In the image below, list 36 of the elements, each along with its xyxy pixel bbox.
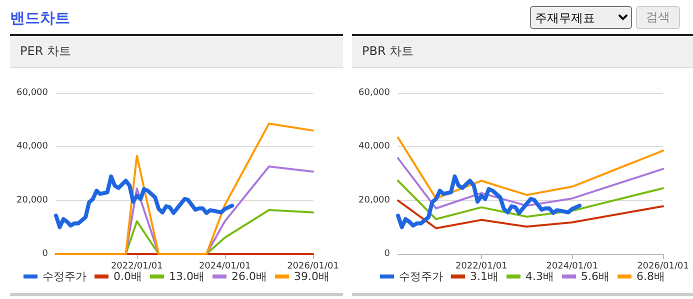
y-tick-label: 0: [384, 249, 390, 259]
y-tick-label: 20,000: [358, 195, 390, 206]
y-tick-label: 60,000: [358, 88, 390, 98]
x-tick-label: 2026/01/01: [637, 262, 689, 272]
y-tick-label: 0: [42, 249, 48, 259]
x-tick-label: 2024/01/01: [546, 262, 598, 272]
text: 검색: [636, 6, 680, 29]
line-series: [397, 157, 664, 210]
legend-label: 3.1배: [470, 270, 499, 283]
text: 주재무제표: [530, 6, 632, 29]
y-tick-label: 40,000: [358, 142, 390, 152]
line-series: [397, 136, 664, 200]
x-tick-label: 2026/01/01: [287, 262, 339, 272]
legend-label: 39.0배: [294, 270, 330, 283]
legend-label: 수정주가: [42, 270, 87, 283]
legend-label: 4.3배: [526, 270, 554, 283]
line-series: [397, 180, 664, 220]
line-series: [54, 174, 234, 230]
y-tick-label: 20,000: [16, 195, 48, 206]
chart-title: PBR 차트: [362, 43, 414, 60]
x-tick-label: 2022/01/01: [455, 262, 508, 272]
chart-title: PER 차트: [20, 43, 71, 60]
x-tick-label: 2024/01/01: [198, 262, 251, 272]
line-series: [396, 174, 582, 230]
line-series: [397, 200, 664, 230]
legend-label: 0.0배: [114, 270, 142, 283]
legend-label: 5.6배: [581, 270, 610, 283]
line-series: [55, 122, 314, 255]
legend-label: 26.0배: [232, 270, 267, 283]
y-tick-label: 40,000: [16, 142, 48, 152]
text: 밴드차트: [10, 9, 70, 28]
legend-label: 13.0배: [169, 270, 205, 283]
x-tick-label: 2022/01/01: [110, 262, 163, 272]
y-tick-label: 60,000: [16, 88, 48, 98]
legend-label: 수정주가: [399, 270, 444, 283]
legend-label: 6.8배: [636, 270, 665, 283]
